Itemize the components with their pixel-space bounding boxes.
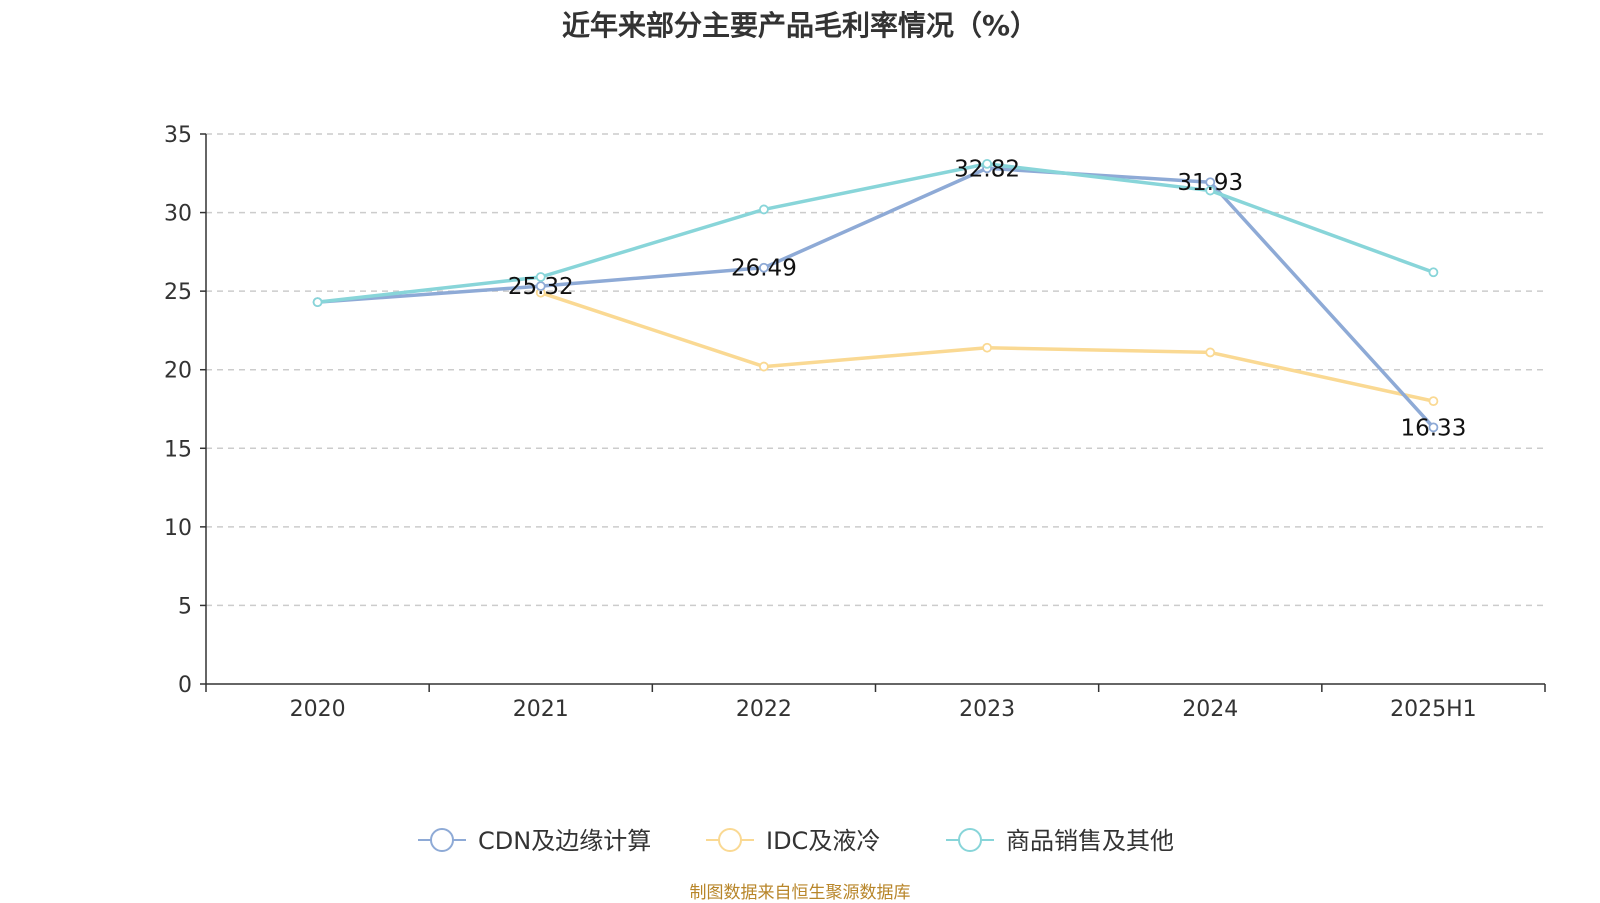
- data-point: [982, 158, 992, 169]
- data-point: [759, 361, 769, 372]
- x-tick-label-2022: 2022: [736, 697, 792, 722]
- data-point: [1205, 185, 1216, 196]
- data-point: [1428, 422, 1439, 433]
- grid-lines: [206, 133, 1545, 607]
- y-tick-label: 25: [164, 280, 192, 305]
- legend-label: CDN及边缘计算: [478, 827, 651, 855]
- legend-item-0: CDN及边缘计算: [418, 827, 651, 855]
- y-tick-label: 0: [178, 673, 192, 698]
- y-tick-label: 20: [164, 359, 192, 384]
- axes: 0 5 10 15 20 25 30 35 2020 2021 2022 2023 2024 2025H1: [164, 123, 1546, 722]
- legend-marker: [718, 828, 742, 852]
- data-labels: 25.32 26.49 32.82 31.93 16.33: [508, 156, 1467, 441]
- data-point: [1428, 396, 1439, 407]
- data-point: [982, 342, 992, 353]
- data-point: [1428, 267, 1439, 278]
- data-point: [1205, 347, 1216, 358]
- y-tick-label: 5: [178, 594, 192, 619]
- x-tick-label-2024: 2024: [1182, 697, 1238, 722]
- legend-marker: [958, 828, 982, 852]
- data-point: [312, 297, 323, 308]
- x-tick-label-2020: 2020: [290, 697, 346, 722]
- legend-label: 商品销售及其他: [1006, 827, 1174, 855]
- y-tick-label: 10: [164, 516, 192, 541]
- data-label: 31.93: [1177, 170, 1243, 196]
- y-tick-label: 15: [164, 437, 192, 462]
- data-point: [759, 262, 769, 273]
- legend-item-1: IDC及液冷: [706, 827, 880, 855]
- data-point: [535, 272, 546, 282]
- data-point: [759, 204, 769, 215]
- data-label: 25.32: [508, 274, 574, 300]
- legend-marker: [430, 828, 454, 852]
- chart-title: 近年来部分主要产品毛利率情况（%）: [561, 9, 1039, 42]
- y-tick-label: 30: [164, 202, 192, 227]
- series-line-0: [317, 166, 1435, 429]
- legend: CDN及边缘计算 IDC及液冷 商品销售及其他: [418, 827, 1174, 855]
- series-lines: [312, 158, 1439, 433]
- source-note: 制图数据来自恒生聚源数据库: [689, 883, 911, 903]
- data-point: [535, 281, 546, 292]
- data-label: 16.33: [1400, 415, 1466, 441]
- x-tick-label-2023: 2023: [959, 697, 1015, 722]
- y-tick-label: 35: [164, 123, 192, 148]
- series-line-2: [317, 162, 1435, 304]
- x-tick-label-2021: 2021: [513, 697, 569, 722]
- x-tick-label-2025H1: 2025H1: [1390, 697, 1477, 722]
- data-label: 32.82: [954, 156, 1020, 182]
- data-label: 26.49: [731, 256, 797, 282]
- legend-label: IDC及液冷: [766, 827, 880, 855]
- legend-item-2: 商品销售及其他: [946, 827, 1174, 855]
